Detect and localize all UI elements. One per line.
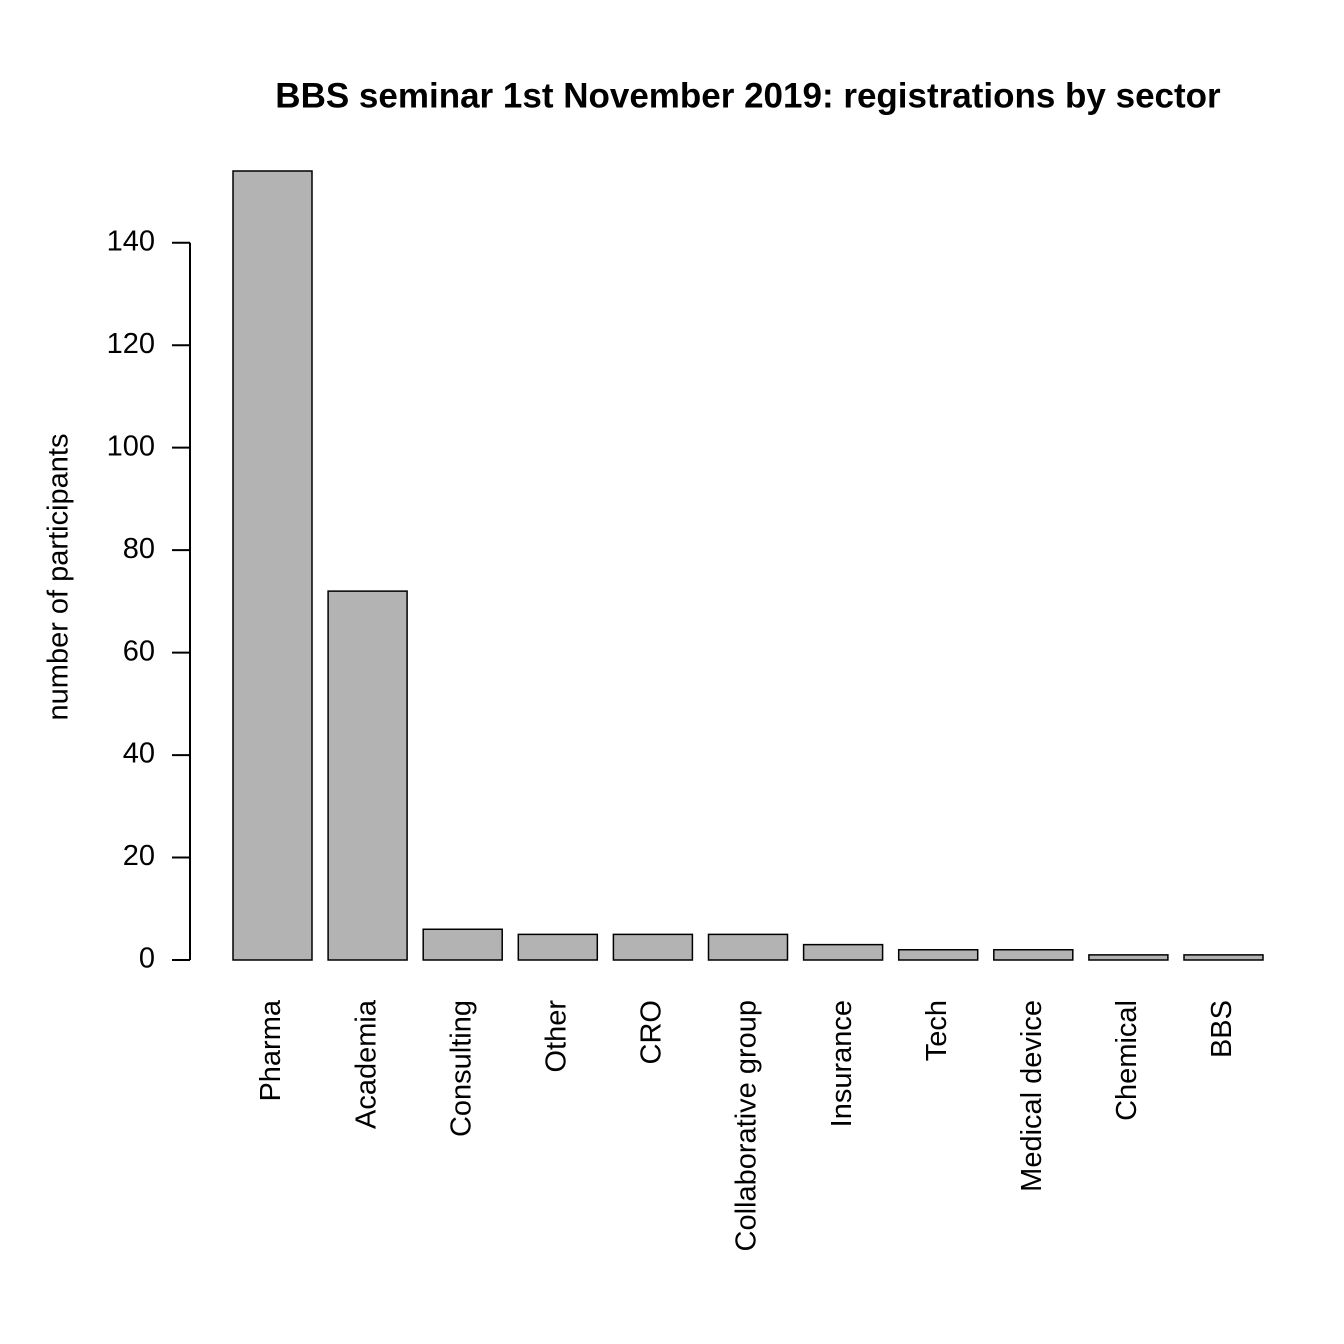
bar — [707, 933, 789, 961]
bar — [993, 949, 1074, 961]
y-tick-label: 40 — [123, 738, 155, 770]
bar — [802, 943, 884, 961]
bar — [612, 933, 694, 961]
x-tick-label: Insurance — [826, 1000, 858, 1127]
bar — [422, 928, 503, 961]
bar — [897, 949, 979, 961]
y-tick-label: 120 — [107, 328, 155, 360]
x-tick-label: CRO — [636, 1000, 668, 1064]
bar — [1183, 954, 1264, 961]
bar — [1088, 954, 1169, 961]
x-tick-label: Chemical — [1111, 1000, 1143, 1121]
x-tick-label: Pharma — [255, 999, 287, 1101]
y-tick-label: 80 — [123, 533, 155, 565]
y-tick-label: 20 — [123, 840, 155, 872]
bar — [232, 170, 313, 961]
x-tick-label: Collaborative group — [731, 1000, 763, 1251]
x-tick-label: Medical device — [1016, 1000, 1048, 1192]
x-tick-label: BBS — [1206, 1000, 1238, 1058]
y-axis-label: number of participants — [43, 434, 75, 721]
x-tick-label: Consulting — [445, 1000, 477, 1137]
bar — [517, 933, 599, 961]
y-tick-label: 100 — [107, 430, 155, 462]
y-tick-label: 60 — [123, 635, 155, 667]
x-tick-label: Other — [540, 1000, 572, 1073]
chart-title: BBS seminar 1st November 2019: registrat… — [275, 76, 1221, 115]
x-tick-label: Academia — [350, 999, 382, 1129]
y-tick-label: 140 — [107, 225, 155, 257]
bar — [327, 590, 408, 961]
y-tick-label: 0 — [139, 943, 155, 975]
x-tick-label: Tech — [921, 1000, 953, 1061]
